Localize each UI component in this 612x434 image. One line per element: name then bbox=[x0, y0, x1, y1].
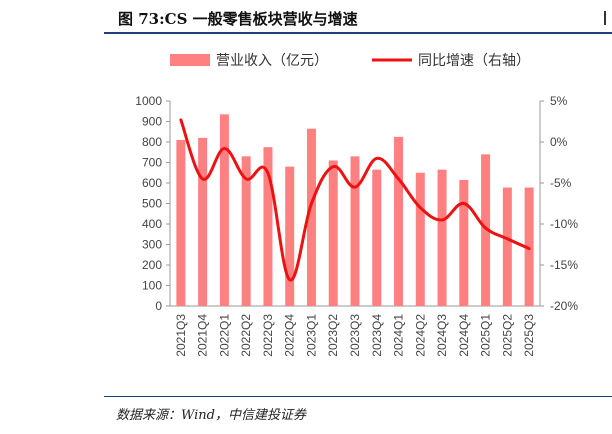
revenue-bar bbox=[437, 169, 447, 306]
figure-title: 图 73:CS 一般零售板块营收与增速 bbox=[118, 10, 358, 28]
right-tick-label: -5% bbox=[550, 176, 572, 190]
left-tick-label: 400 bbox=[142, 217, 162, 231]
left-tick-label: 700 bbox=[142, 156, 162, 170]
revenue-bar bbox=[524, 187, 534, 306]
right-tick-label: -15% bbox=[550, 258, 578, 272]
revenue-bar bbox=[219, 114, 229, 306]
x-category-label: 2022Q1 bbox=[217, 314, 231, 357]
x-category-label: 2025Q3 bbox=[522, 314, 536, 357]
x-category-label: 2022Q3 bbox=[261, 314, 275, 357]
bottom-rule bbox=[104, 396, 612, 397]
right-tick-label: -10% bbox=[550, 217, 578, 231]
x-category-label: 2024Q4 bbox=[457, 314, 471, 357]
x-category-label: 2024Q3 bbox=[435, 314, 449, 357]
x-category-label: 2021Q3 bbox=[174, 314, 188, 357]
bars bbox=[176, 114, 534, 306]
left-tick-label: 0 bbox=[155, 299, 162, 313]
right-tick-label: 5% bbox=[550, 94, 568, 108]
revenue-bar bbox=[459, 179, 469, 306]
x-category-label: 2022Q4 bbox=[283, 314, 297, 357]
legend-label-revenue: 营业收入（亿元） bbox=[216, 53, 328, 69]
source-note: 数据来源：Wind，中信建投证券 bbox=[116, 408, 306, 423]
left-tick-label: 1000 bbox=[135, 94, 162, 108]
revenue-bar bbox=[415, 172, 425, 306]
x-category-label: 2025Q1 bbox=[479, 314, 493, 357]
revenue-bar bbox=[263, 147, 273, 306]
title-rule bbox=[104, 32, 612, 34]
right-tick-label: -20% bbox=[550, 299, 578, 313]
axis-labels: 0 100 200 300 400 500 600 700 800 900 1000 -20% -15%… bbox=[135, 94, 578, 357]
revenue-bar bbox=[198, 137, 208, 306]
left-tick-label: 500 bbox=[142, 197, 162, 211]
growth-line bbox=[179, 118, 531, 282]
growth-line-path bbox=[179, 118, 531, 282]
legend-swatch-revenue bbox=[170, 54, 210, 66]
edge-mark bbox=[604, 11, 606, 25]
left-tick-label: 300 bbox=[142, 238, 162, 252]
revenue-bar bbox=[350, 156, 360, 306]
left-tick-label: 100 bbox=[142, 279, 162, 293]
x-category-label: 2024Q1 bbox=[392, 314, 406, 357]
revenue-bar bbox=[502, 187, 512, 306]
x-category-label: 2025Q2 bbox=[500, 314, 514, 357]
legend: 营业收入（亿元） 同比增速（右轴） bbox=[170, 53, 530, 69]
revenue-bar bbox=[328, 160, 338, 306]
right-tick-label: 0% bbox=[550, 135, 568, 149]
revenue-bar bbox=[306, 128, 316, 306]
left-tick-label: 600 bbox=[142, 176, 162, 190]
left-tick-label: 200 bbox=[142, 258, 162, 272]
revenue-bar bbox=[372, 169, 382, 306]
x-category-label: 2023Q3 bbox=[348, 314, 362, 357]
x-category-label: 2023Q1 bbox=[304, 314, 318, 357]
revenue-bar bbox=[394, 136, 404, 306]
left-tick-label: 800 bbox=[142, 135, 162, 149]
revenue-bar bbox=[241, 156, 251, 306]
x-category-label: 2023Q2 bbox=[326, 314, 340, 357]
x-category-label: 2023Q4 bbox=[370, 314, 384, 357]
x-category-label: 2022Q2 bbox=[239, 314, 253, 357]
revenue-bar bbox=[285, 166, 295, 306]
x-category-label: 2024Q2 bbox=[413, 314, 427, 357]
x-category-label: 2021Q4 bbox=[196, 314, 210, 357]
legend-label-growth: 同比增速（右轴） bbox=[418, 53, 530, 69]
left-tick-label: 900 bbox=[142, 115, 162, 129]
revenue-bar bbox=[176, 139, 186, 306]
revenue-bar bbox=[481, 154, 491, 306]
